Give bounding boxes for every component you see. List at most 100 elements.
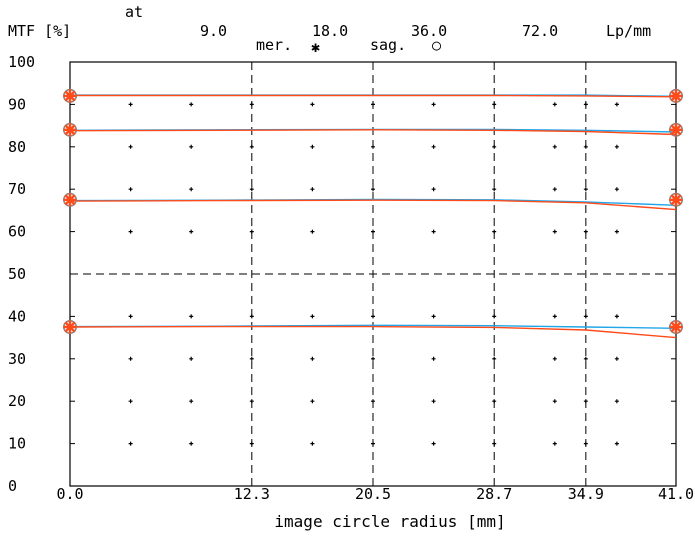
grid-cross — [552, 229, 557, 234]
grid-cross — [431, 229, 436, 234]
grid-cross — [614, 356, 619, 361]
y-tick-label: 50 — [8, 265, 26, 283]
grid-cross — [371, 187, 375, 192]
meridional-series-line — [69, 129, 677, 136]
meridional-series-line — [69, 325, 677, 339]
grid-cross — [310, 187, 315, 192]
grid-cross — [492, 144, 497, 149]
meridional-marker — [63, 89, 77, 103]
grid-cross — [431, 314, 436, 319]
meridional-marker — [63, 193, 77, 207]
meridional-marker — [669, 320, 683, 334]
grid-cross — [189, 356, 194, 361]
grid-cross — [310, 144, 315, 149]
grid-cross — [431, 187, 436, 192]
grid-cross — [492, 314, 497, 319]
mtf-end-marker — [62, 88, 77, 103]
frequency-label-3: 36.0 — [411, 22, 447, 40]
frequency-unit-label: Lp/mm — [606, 22, 651, 40]
x-tick-label: 34.9 — [568, 485, 604, 503]
grid-cross — [371, 314, 375, 319]
grid-cross — [128, 314, 133, 319]
grid-cross — [614, 144, 619, 149]
grid-cross — [371, 102, 375, 107]
grid-cross — [128, 102, 133, 107]
grid-cross — [583, 102, 588, 107]
grid-cross — [492, 102, 497, 107]
legend-mer-symbol: ✱ — [311, 38, 320, 56]
legend-sag-symbol: ○ — [432, 36, 441, 54]
grid-cross — [431, 399, 436, 404]
y-tick-label: 80 — [8, 138, 26, 156]
grid-cross — [189, 399, 194, 404]
y-tick-label: 100 — [8, 53, 35, 71]
grid-cross — [128, 399, 133, 404]
frequency-label-1: 9.0 — [200, 22, 227, 40]
grid-cross — [310, 399, 315, 404]
grid-cross — [310, 102, 315, 107]
meridional-marker — [63, 123, 77, 137]
tick-label-layer: 0 10 20 30 40 50 60 70 80 90 100 0.0 12.3 20.5 28.7 34.… — [8, 53, 694, 503]
grid-cross — [583, 229, 588, 234]
grid-cross — [552, 187, 557, 192]
grid-cross — [310, 356, 315, 361]
grid-cross — [431, 102, 436, 107]
y-tick-label: 20 — [8, 392, 26, 410]
grid-cross — [583, 356, 588, 361]
grid-cross — [128, 229, 133, 234]
grid-cross — [583, 314, 588, 319]
legend-sag-label: sag. — [370, 36, 406, 54]
y-tick-label: 0 — [8, 477, 17, 495]
at-label: at — [125, 3, 143, 21]
grid-cross — [189, 144, 194, 149]
meridional-marker — [669, 193, 683, 207]
grid-cross — [614, 399, 619, 404]
grid-cross — [189, 441, 194, 446]
grid-cross — [249, 441, 254, 446]
grid-cross — [310, 441, 315, 446]
x-tick-label: 41.0 — [658, 485, 694, 503]
grid-cross — [249, 102, 254, 107]
meridional-marker — [63, 320, 77, 334]
frequency-label-2: 18.0 — [312, 22, 348, 40]
grid-cross — [128, 441, 133, 446]
grid-cross — [431, 441, 436, 446]
x-axis-title: image circle radius [mm] — [274, 512, 505, 531]
grid-cross — [583, 187, 588, 192]
x-tick-label: 20.5 — [355, 485, 391, 503]
grid-cross — [583, 441, 588, 446]
mtf-end-marker — [668, 122, 683, 137]
grid-cross — [552, 314, 557, 319]
grid-cross — [371, 399, 375, 404]
grid-cross — [492, 356, 497, 361]
grid-cross — [189, 187, 194, 192]
series-layer — [69, 94, 677, 339]
grid-cross — [249, 144, 254, 149]
grid-cross — [614, 187, 619, 192]
grid-cross — [583, 144, 588, 149]
mtf-end-marker — [62, 192, 77, 207]
y-tick-label: 40 — [8, 307, 26, 325]
frequency-label-4: 72.0 — [522, 22, 558, 40]
grid-layer — [69, 61, 677, 487]
grid-cross — [371, 441, 375, 446]
grid-cross — [492, 187, 497, 192]
y-tick-label: 60 — [8, 223, 26, 241]
grid-cross — [583, 399, 588, 404]
grid-cross — [249, 187, 254, 192]
meridional-marker — [669, 89, 683, 103]
grid-cross — [552, 144, 557, 149]
grid-cross — [492, 229, 497, 234]
mtf-end-marker — [62, 122, 77, 137]
mtf-end-marker — [668, 319, 683, 334]
grid-cross — [614, 314, 619, 319]
grid-cross — [431, 144, 436, 149]
grid-cross — [552, 441, 557, 446]
y-tick-label: 10 — [8, 435, 26, 453]
grid-cross — [128, 144, 133, 149]
grid-cross — [492, 399, 497, 404]
mtf-end-marker — [668, 88, 683, 103]
grid-cross — [371, 144, 375, 149]
